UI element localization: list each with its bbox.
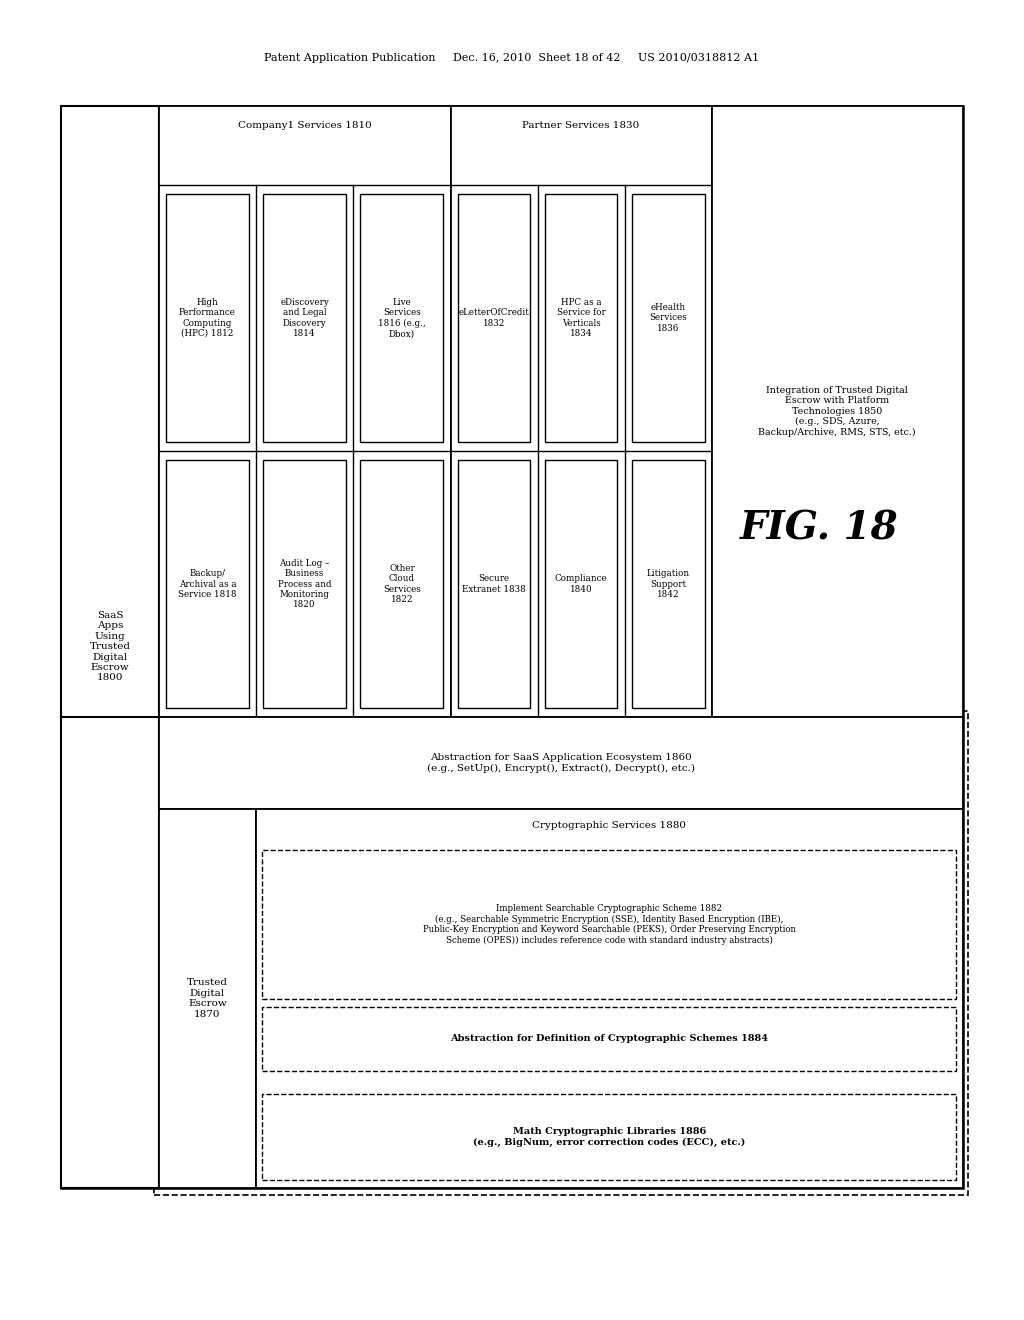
Text: Litigation
Support
1842: Litigation Support 1842 xyxy=(646,569,690,599)
Bar xyxy=(360,194,443,442)
Bar xyxy=(61,106,159,1188)
Text: FIG. 18: FIG. 18 xyxy=(740,510,898,546)
Bar xyxy=(360,461,443,708)
Bar xyxy=(458,461,530,708)
Bar xyxy=(159,717,963,809)
Bar xyxy=(263,461,346,708)
Text: eDiscovery
and Legal
Discovery
1814: eDiscovery and Legal Discovery 1814 xyxy=(281,298,329,338)
Bar xyxy=(154,710,968,1195)
Bar xyxy=(166,194,249,442)
Text: Integration of Trusted Digital
Escrow with Platform
Technologies 1850
(e.g., SDS: Integration of Trusted Digital Escrow wi… xyxy=(759,385,915,437)
Bar xyxy=(545,194,617,442)
Bar xyxy=(262,850,956,999)
Text: Company1 Services 1810: Company1 Services 1810 xyxy=(238,121,372,129)
Text: eHealth
Services
1836: eHealth Services 1836 xyxy=(649,304,687,333)
Bar xyxy=(159,809,256,1188)
Bar xyxy=(545,461,617,708)
Text: Other
Cloud
Services
1822: Other Cloud Services 1822 xyxy=(383,564,421,605)
Text: Secure
Extranet 1838: Secure Extranet 1838 xyxy=(462,574,526,594)
Bar xyxy=(256,809,963,1188)
Text: Partner Services 1830: Partner Services 1830 xyxy=(522,121,640,129)
Text: Cryptographic Services 1880: Cryptographic Services 1880 xyxy=(532,821,686,830)
Text: Abstraction for SaaS Application Ecosystem 1860
(e.g., SetUp(), Encrypt(), Extra: Abstraction for SaaS Application Ecosyst… xyxy=(427,754,694,774)
Text: Compliance
1840: Compliance 1840 xyxy=(555,574,607,594)
Text: Live
Services
1816 (e.g.,
Dbox): Live Services 1816 (e.g., Dbox) xyxy=(378,298,426,338)
Text: Audit Log –
Business
Process and
Monitoring
1820: Audit Log – Business Process and Monitor… xyxy=(278,558,332,610)
Text: eLetterOfCredit
1832: eLetterOfCredit 1832 xyxy=(459,308,529,327)
Bar xyxy=(61,106,963,1188)
Bar xyxy=(458,194,530,442)
Bar xyxy=(451,106,712,717)
Bar xyxy=(166,461,249,708)
Text: Math Cryptographic Libraries 1886
(e.g., BigNum, error correction codes (ECC), e: Math Cryptographic Libraries 1886 (e.g.,… xyxy=(473,1127,745,1147)
Text: Trusted
Digital
Escrow
1870: Trusted Digital Escrow 1870 xyxy=(186,978,228,1019)
Text: HPC as a
Service for
Verticals
1834: HPC as a Service for Verticals 1834 xyxy=(557,298,605,338)
Bar xyxy=(632,194,705,442)
Bar xyxy=(159,106,451,717)
Bar xyxy=(712,106,963,717)
Bar xyxy=(263,194,346,442)
Text: High
Performance
Computing
(HPC) 1812: High Performance Computing (HPC) 1812 xyxy=(179,298,236,338)
Bar xyxy=(632,461,705,708)
Text: Implement Searchable Cryptographic Scheme 1882
(e.g., Searchable Symmetric Encry: Implement Searchable Cryptographic Schem… xyxy=(423,904,796,945)
Text: Abstraction for Definition of Cryptographic Schemes 1884: Abstraction for Definition of Cryptograp… xyxy=(451,1034,768,1043)
Text: SaaS
Apps
Using
Trusted
Digital
Escrow
1800: SaaS Apps Using Trusted Digital Escrow 1… xyxy=(89,611,131,682)
Text: Patent Application Publication     Dec. 16, 2010  Sheet 18 of 42     US 2010/031: Patent Application Publication Dec. 16, … xyxy=(264,53,760,63)
Text: Backup/
Archival as a
Service 1818: Backup/ Archival as a Service 1818 xyxy=(178,569,237,599)
Bar xyxy=(262,1093,956,1180)
Bar xyxy=(262,1007,956,1071)
